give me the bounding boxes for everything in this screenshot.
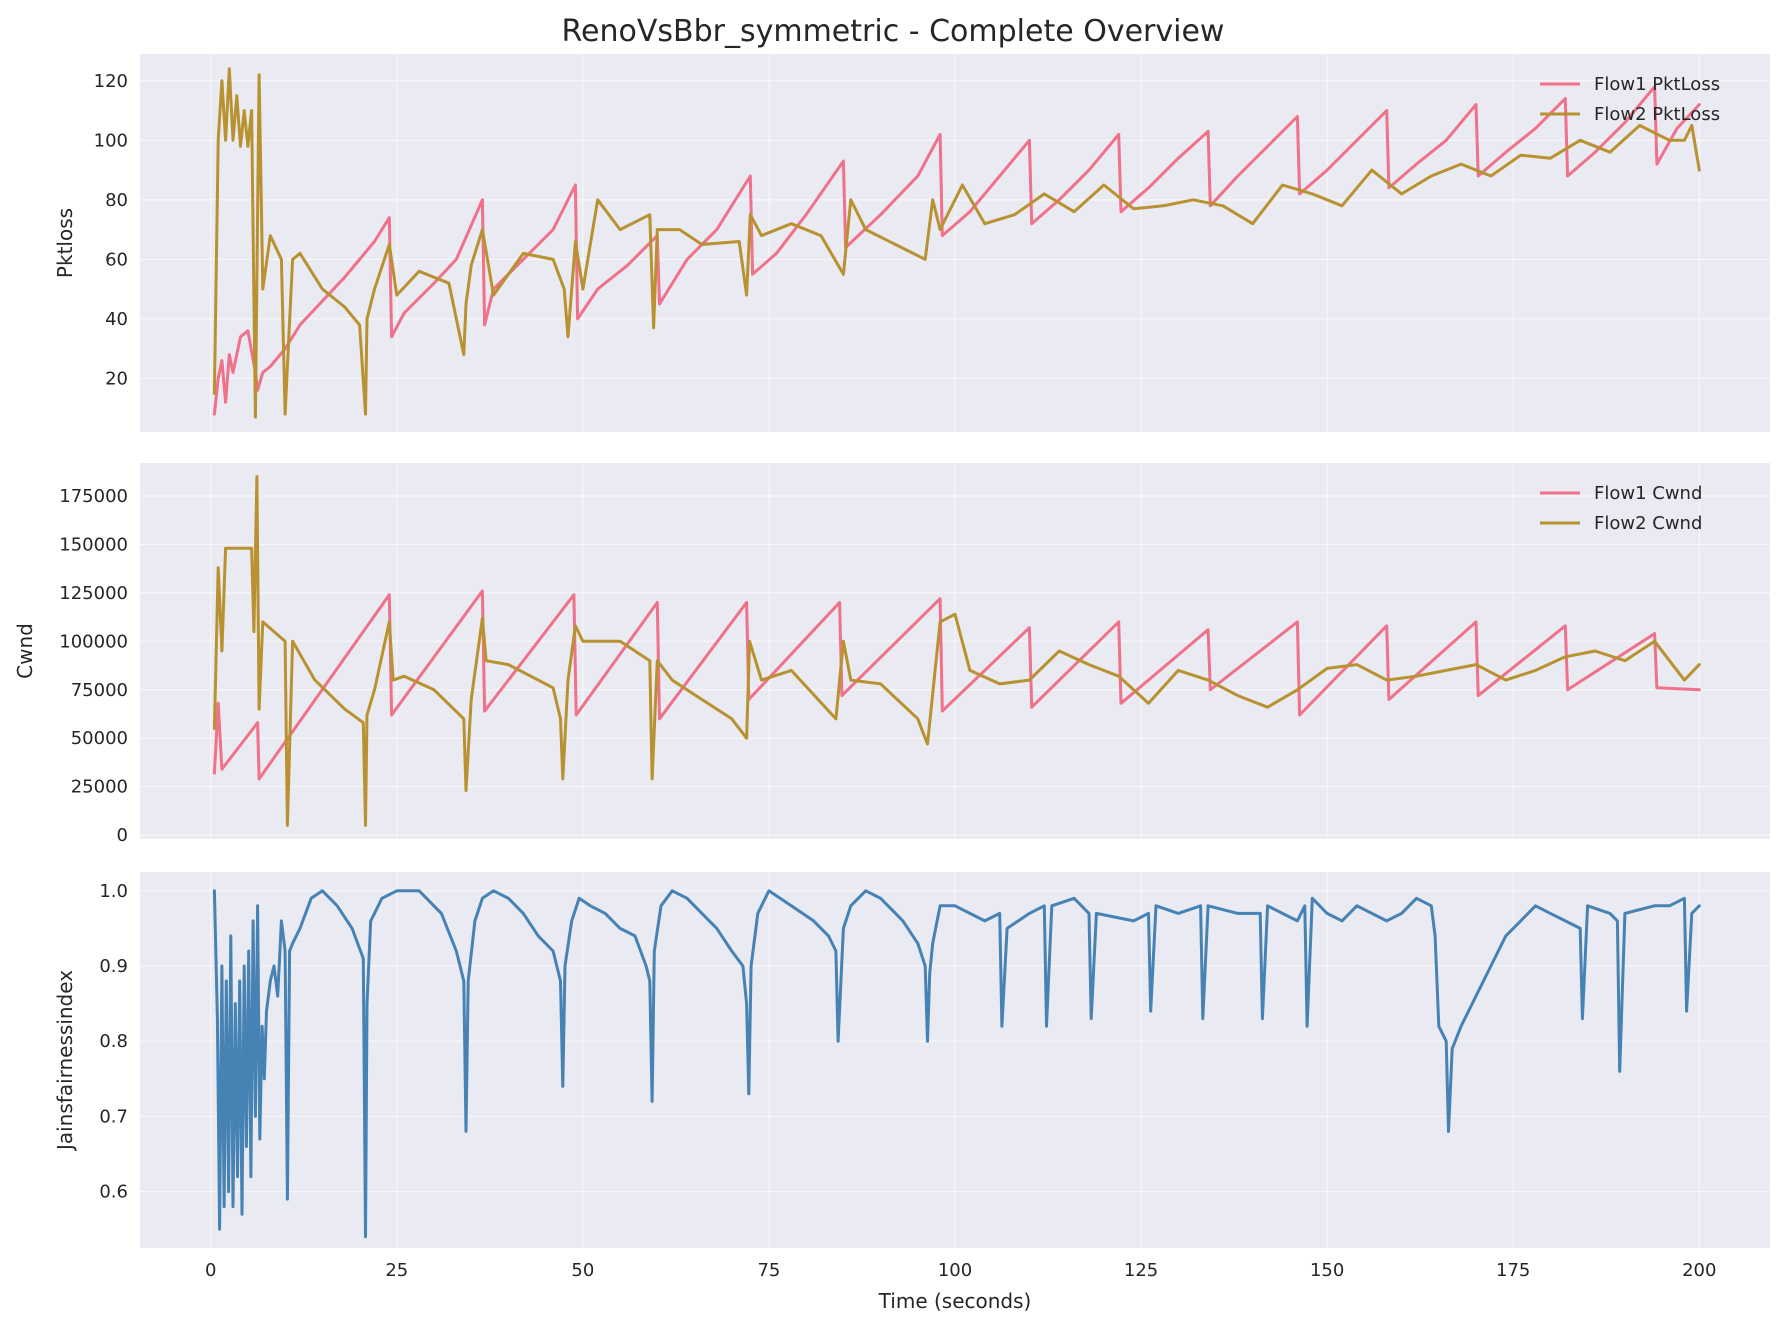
y-tick-label: 125000 xyxy=(59,583,128,604)
legend-label: Flow2 PktLoss xyxy=(1594,104,1720,125)
chart-title: RenoVsBbr_symmetric - Complete Overview xyxy=(562,14,1225,49)
y-tick-label: 20 xyxy=(105,368,128,389)
panel-3: 0.6 0.7 0.8 0.9 1.0 0 25 50 75 100 125 150 175 200 Tim… xyxy=(53,872,1770,1313)
y-tick-label: 1.0 xyxy=(99,881,128,902)
y-tick-label: 0.8 xyxy=(99,1031,128,1052)
x-tick-label: 175 xyxy=(1496,1260,1530,1281)
x-tick-label: 150 xyxy=(1310,1260,1344,1281)
y-axis-label: Jainsfairnessindex xyxy=(53,970,77,1152)
legend-label: Flow1 Cwnd xyxy=(1594,483,1702,504)
gridlines xyxy=(140,463,1770,839)
y-tick-label: 0 xyxy=(117,825,128,846)
panel-2: 0 25000 50000 75000 100000 125000 150000 175000… xyxy=(13,463,1770,846)
legend-label: Flow2 Cwnd xyxy=(1594,513,1702,534)
y-tick-label: 150000 xyxy=(59,534,128,555)
y-tick-label: 40 xyxy=(105,309,128,330)
y-axis-label: Cwnd xyxy=(13,623,37,679)
x-tick-label: 50 xyxy=(571,1260,594,1281)
y-tick-label: 100000 xyxy=(59,631,128,652)
x-tick-label: 100 xyxy=(938,1260,972,1281)
legend: Flow1 PktLoss Flow2 PktLoss xyxy=(1540,74,1720,125)
gridlines xyxy=(140,54,1770,432)
y-tick-label: 75000 xyxy=(71,680,128,701)
series-line-1 xyxy=(212,889,1701,1239)
y-axis-label: Pktloss xyxy=(53,208,77,278)
series-line-1 xyxy=(212,85,1701,416)
y-tick-label: 0.7 xyxy=(99,1106,128,1127)
series-line-2 xyxy=(212,475,1701,827)
legend: Flow1 Cwnd Flow2 Cwnd xyxy=(1540,483,1702,534)
x-tick-label: 25 xyxy=(385,1260,408,1281)
y-tick-label: 80 xyxy=(105,190,128,211)
y-tick-label: 120 xyxy=(94,71,128,92)
y-tick-label: 175000 xyxy=(59,486,128,507)
x-tick-label: 125 xyxy=(1124,1260,1158,1281)
y-tick-label: 100 xyxy=(94,130,128,151)
y-tick-label: 25000 xyxy=(71,777,128,798)
y-tick-label: 60 xyxy=(105,249,128,270)
x-tick-label: 75 xyxy=(757,1260,780,1281)
y-tick-label: 50000 xyxy=(71,728,128,749)
panel-1: 20 40 60 80 100 120 Pktloss Flow1 PktLoss Flow2 … xyxy=(53,54,1770,432)
x-tick-label: 0 xyxy=(205,1260,216,1281)
series-line-2 xyxy=(212,67,1701,419)
y-tick-label: 0.9 xyxy=(99,956,128,977)
legend-label: Flow1 PktLoss xyxy=(1594,74,1720,95)
y-tick-label: 0.6 xyxy=(99,1182,128,1203)
x-axis-label: Time (seconds) xyxy=(878,1289,1032,1313)
x-tick-label: 200 xyxy=(1682,1260,1716,1281)
series-line-1 xyxy=(212,589,1701,781)
